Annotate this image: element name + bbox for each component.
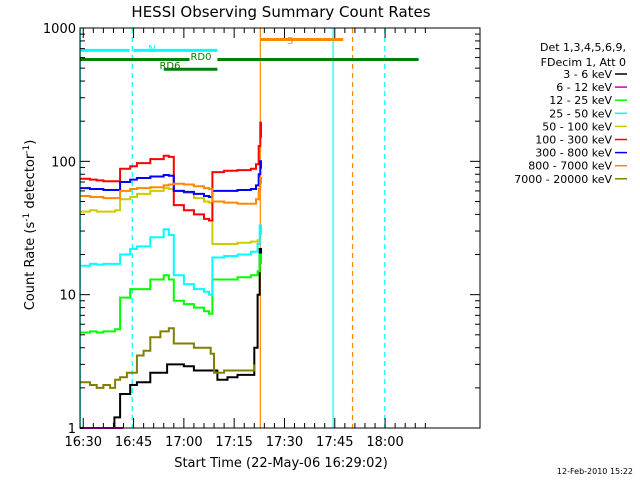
legend-label-0: 3 - 6 keV <box>563 68 612 81</box>
state-bar-label-rd6: RD6 <box>159 61 180 72</box>
series-lines <box>79 121 262 429</box>
x-axis-ticks: 16:30 16:45 17:00 17:15 17:30 17:45 18:00 <box>65 28 426 450</box>
ylabel-sup-2: -1 <box>22 145 32 154</box>
ylabel-main: Count Rate (s <box>23 222 38 311</box>
legend-label-6: 300 - 800 keV <box>535 147 612 160</box>
y-tick-label-3: 1000 <box>43 22 76 37</box>
y-tick-label-0: 1 <box>68 422 76 437</box>
ylabel-mid: detector <box>23 153 38 213</box>
chart-title: HESSI Observing Summary Count Rates <box>131 3 430 21</box>
series-line-5 <box>79 121 262 222</box>
x-tick-label-6: 18:00 <box>366 435 403 450</box>
state-bar-label-rd0: RD0 <box>190 52 211 63</box>
series-line-0 <box>79 248 262 429</box>
legend-label-5: 100 - 300 keV <box>535 134 612 147</box>
series-line-7 <box>79 177 262 205</box>
series-line-4 <box>79 187 259 245</box>
state-vertical-lines <box>79 28 386 428</box>
x-tick-label-1: 16:45 <box>115 435 152 450</box>
state-bar-label-n: N <box>148 44 155 55</box>
y-axis-label: Count Rate (s-1 detector-1) <box>22 140 38 311</box>
series-line-3 <box>79 224 262 296</box>
plot-frame <box>79 27 481 429</box>
x-tick-label-4: 17:30 <box>266 435 303 450</box>
x-tick-label-0: 16:30 <box>65 435 102 450</box>
x-tick-label-2: 17:00 <box>165 435 202 450</box>
legend-label-7: 800 - 7000 keV <box>528 160 612 173</box>
legend: Det 1,3,4,5,6,9, FDecim 1, Att 03 - 6 keV… <box>514 41 627 186</box>
series-line-6 <box>79 160 262 198</box>
state-bar-label-s: S <box>287 36 293 47</box>
ylabel-sup-1: -1 <box>22 213 32 222</box>
state-bars: N S RD0 RD6 <box>79 36 419 72</box>
legend-label-2: 12 - 25 keV <box>549 94 612 107</box>
y-tick-label-2: 100 <box>51 155 76 170</box>
x-axis-label: Start Time (22-May-06 16:29:02) <box>174 456 388 471</box>
y-tick-label-1: 10 <box>59 289 76 304</box>
x-tick-label-5: 17:45 <box>316 435 353 450</box>
x-tick-label-3: 17:15 <box>215 435 252 450</box>
legend-header-1: FDecim 1, Att 0 <box>541 56 626 69</box>
legend-label-4: 50 - 100 keV <box>542 120 612 133</box>
legend-label-8: 7000 - 20000 keV <box>514 173 612 186</box>
ylabel-end: ) <box>23 140 38 145</box>
footer-date: 12-Feb-2010 15:22 <box>557 467 633 476</box>
legend-header-0: Det 1,3,4,5,6,9, <box>540 41 626 54</box>
legend-label-1: 6 - 12 keV <box>556 81 612 94</box>
y-axis-ticks: 1 10 100 1000 <box>43 22 480 437</box>
legend-label-3: 25 - 50 keV <box>549 107 612 120</box>
series-line-2 <box>79 253 262 334</box>
series-line-8 <box>79 327 256 389</box>
